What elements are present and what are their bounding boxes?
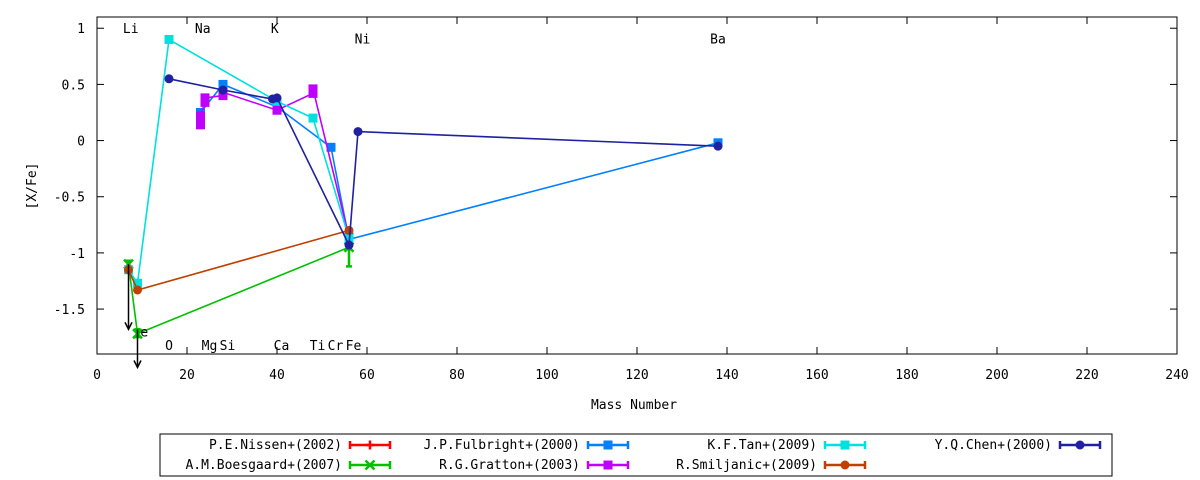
plot-area (123, 34, 723, 370)
element-label: Cr (328, 339, 344, 354)
legend-errcap (586, 461, 630, 469)
y-tick-label: 0.5 (62, 78, 85, 93)
y-tick-label: -0.5 (54, 191, 85, 206)
element-label: Ti (310, 339, 326, 354)
series-line (168, 78, 719, 248)
series-A.M.Boesgaard+(2007) (123, 241, 355, 340)
data-point (344, 225, 354, 235)
data-point (713, 141, 723, 151)
element-label: Mg (202, 339, 218, 354)
data-point (164, 74, 174, 84)
element-label: Fe (346, 339, 362, 354)
x-tick-label: 0 (93, 368, 101, 383)
data-point (218, 79, 228, 89)
element-label: Na (195, 22, 211, 37)
legend-label: R.Smiljanic+(2009) (676, 458, 817, 473)
legend-errcap (1058, 441, 1102, 449)
legend-errcap (823, 461, 867, 469)
x-tick-label: 80 (449, 368, 465, 383)
series-line (127, 38, 350, 286)
data-point (133, 285, 142, 295)
element-label: K (271, 22, 279, 37)
legend-entry: R.Smiljanic+(2009) (676, 458, 867, 473)
x-tick-label: 40 (269, 368, 285, 383)
y-tick-label: 1 (77, 22, 85, 37)
upper-limit-arrow (124, 264, 133, 331)
element-label: Li (123, 22, 139, 37)
legend-errcap (823, 441, 867, 449)
data-point (164, 34, 174, 44)
legend-entry: P.E.Nissen+(2002) (209, 438, 392, 453)
x-tick-label: 60 (359, 368, 375, 383)
legend-marker (840, 460, 850, 470)
y-tick-label: -1 (69, 247, 85, 262)
legend-errcap (348, 441, 392, 449)
legend-label: K.F.Tan+(2009) (707, 438, 817, 453)
x-tick-label: 140 (715, 368, 738, 383)
element-label: Ca (274, 339, 290, 354)
element-label: Ni (355, 32, 371, 47)
data-point (272, 105, 282, 115)
plot-frame (96, 16, 1178, 355)
data-point (272, 93, 282, 103)
legend-marker (603, 460, 613, 470)
legend-marker (365, 440, 375, 450)
data-point (344, 240, 354, 250)
series-R.Smiljanic+(2009) (124, 225, 354, 295)
legend-entry: A.M.Boesgaard+(2007) (185, 458, 392, 473)
legend-label: Y.Q.Chen+(2000) (935, 438, 1052, 453)
x-tick-label: 20 (179, 368, 195, 383)
data-point (200, 93, 210, 103)
legend-marker (840, 440, 850, 450)
element-label: Ba (710, 32, 726, 47)
data-point (308, 84, 318, 94)
legend-label: R.G.Gratton+(2003) (439, 458, 580, 473)
legend: P.E.Nissen+(2002) A.M.Boesgaard+(2007) J.P… (159, 433, 1113, 477)
legend-entry: R.G.Gratton+(2003) (439, 458, 630, 473)
x-tick-label: 220 (1075, 368, 1098, 383)
series-Y.Q.Chen+(2000) (164, 74, 723, 250)
data-point (196, 111, 205, 121)
x-axis-label: Mass Number (591, 398, 677, 413)
data-point (353, 127, 363, 137)
series-K.F.Tan+(2009) (124, 34, 354, 288)
y-axis-label: [X/Fe] (25, 163, 40, 210)
axes: 0 20 40 60 80 100 120 140 160 180 200 220 240 1 0.5 0 -0… (54, 16, 1189, 383)
data-point (218, 85, 228, 95)
legend-errcap (348, 461, 392, 469)
legend-label: A.M.Boesgaard+(2007) (185, 458, 342, 473)
upper-limit-arrow (133, 329, 142, 370)
series-R.G.Gratton+(2003) (196, 84, 354, 242)
x-tick-label: 120 (625, 368, 648, 383)
element-label: O (165, 339, 173, 354)
legend-errcap (586, 441, 630, 449)
legend-label: J.P.Fulbright+(2000) (423, 438, 580, 453)
element-label: e (140, 326, 148, 341)
data-point (133, 278, 142, 288)
legend-entry: Y.Q.Chen+(2000) (935, 438, 1102, 453)
data-point (308, 113, 318, 123)
element-labels: Li Na K Ni Ba e O Mg Si Ca Ti Cr Fe (123, 22, 726, 354)
legend-marker (364, 459, 376, 471)
arrow-head (124, 321, 133, 331)
series-line (127, 246, 350, 335)
legend-marker (1075, 440, 1085, 450)
x-tick-label: 160 (805, 368, 828, 383)
x-tick-label: 240 (1165, 368, 1188, 383)
legend-label: P.E.Nissen+(2002) (209, 438, 342, 453)
y-tick-label: 0 (77, 135, 85, 150)
legend-entry: K.F.Tan+(2009) (707, 438, 867, 453)
arrow-head (133, 360, 142, 370)
data-point (326, 142, 336, 152)
y-tick-label: -1.5 (54, 303, 85, 318)
x-tick-label: 100 (535, 368, 558, 383)
legend-box (159, 433, 1113, 477)
x-tick-label: 180 (895, 368, 918, 383)
x-tick-label: 200 (985, 368, 1008, 383)
element-label: Si (220, 339, 236, 354)
legend-marker (603, 440, 613, 450)
legend-entry: J.P.Fulbright+(2000) (423, 438, 630, 453)
